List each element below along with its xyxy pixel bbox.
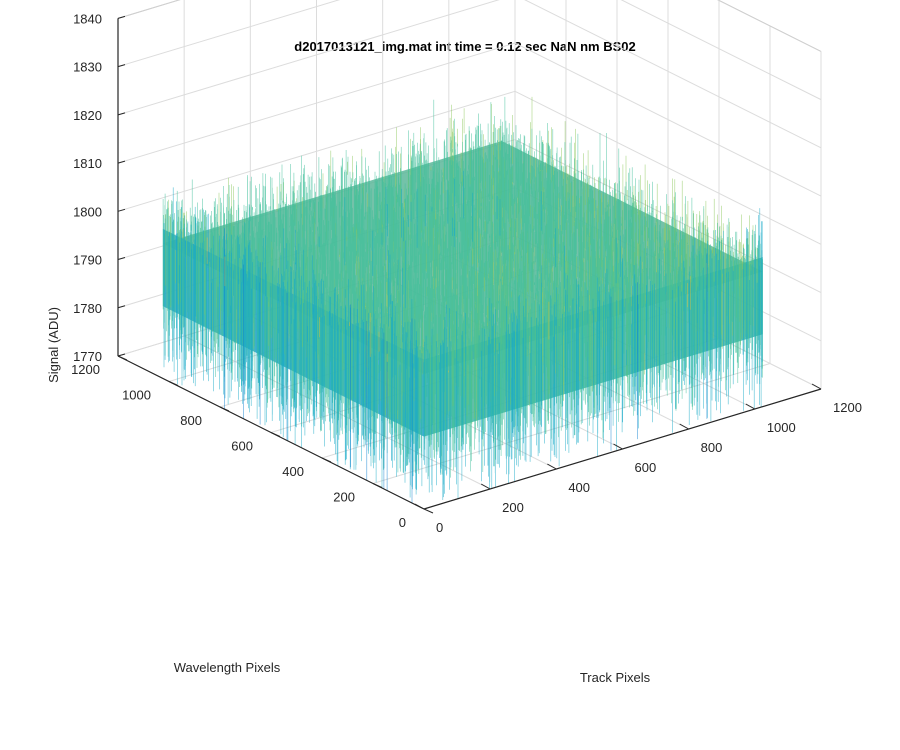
y-tick-label: 1200 [71,362,100,377]
y-tick-mark [321,457,332,463]
x-tick-label: 1200 [833,400,862,415]
x-tick-mark [745,403,756,410]
y-tick-label: 800 [180,413,202,428]
x-tick-mark [811,383,822,390]
z-tick-label: 1800 [73,204,102,219]
z-axis-label: Signal (ADU) [46,307,61,383]
surface-mesh [162,96,763,503]
y-tick-label: 600 [231,439,253,454]
z-tick-mark [117,208,126,212]
z-tick-label: 1770 [73,349,102,364]
z-tick-mark [117,257,126,261]
z-tick-mark [117,160,126,164]
y-tick-label: 0 [399,515,406,530]
x-tick-label: 0 [436,520,443,535]
front-axes [117,15,822,514]
x-tick-label: 200 [502,500,524,515]
surface-spikes [224,228,708,503]
chart-title: d2017013121_img.mat int time = 0.12 sec … [294,39,635,54]
x-tick-mark [414,503,425,510]
y-tick-mark [219,406,230,412]
surface-spikes [162,96,763,478]
x-tick-mark [480,483,491,490]
x-tick-label: 800 [701,440,723,455]
back-top-edge [117,0,822,52]
x-tick-label: 400 [568,480,590,495]
z-tick-mark [117,305,126,309]
z-tick-label: 1820 [73,108,102,123]
z-tick-mark [117,112,126,116]
z-tick-label: 1810 [73,156,102,171]
y-tick-mark [117,355,128,361]
tick-labels: 1770 1780 1790 1800 1810 1820 1830 1840 0 200 400 6… [71,11,862,535]
x-tick-label: 600 [635,460,657,475]
surface-spikes [163,170,763,500]
x-tick-mark [679,423,689,430]
y-axis-label: Wavelength Pixels [174,660,281,675]
x-tick-mark [547,463,557,470]
surface-spikes [182,229,691,373]
z-tick-mark [117,15,126,19]
y-tick-mark [168,381,179,386]
x-tick-label: 1000 [767,420,796,435]
z-tick-label: 1840 [73,11,102,26]
z-tick-mark [117,353,126,357]
y-tick-label: 1000 [122,388,151,403]
z-tick-label: 1780 [73,301,102,316]
y-tick-mark [372,483,383,488]
y-tick-label: 400 [282,464,304,479]
x-axis-label: Track Pixels [580,670,651,685]
z-tick-mark [117,64,126,68]
y-tick-label: 200 [333,490,355,505]
x-tick-mark [613,443,623,450]
y-tick-mark [423,508,434,514]
z-tick-label: 1790 [73,253,102,268]
y-tick-mark [270,432,281,437]
z-tick-label: 1830 [73,60,102,75]
